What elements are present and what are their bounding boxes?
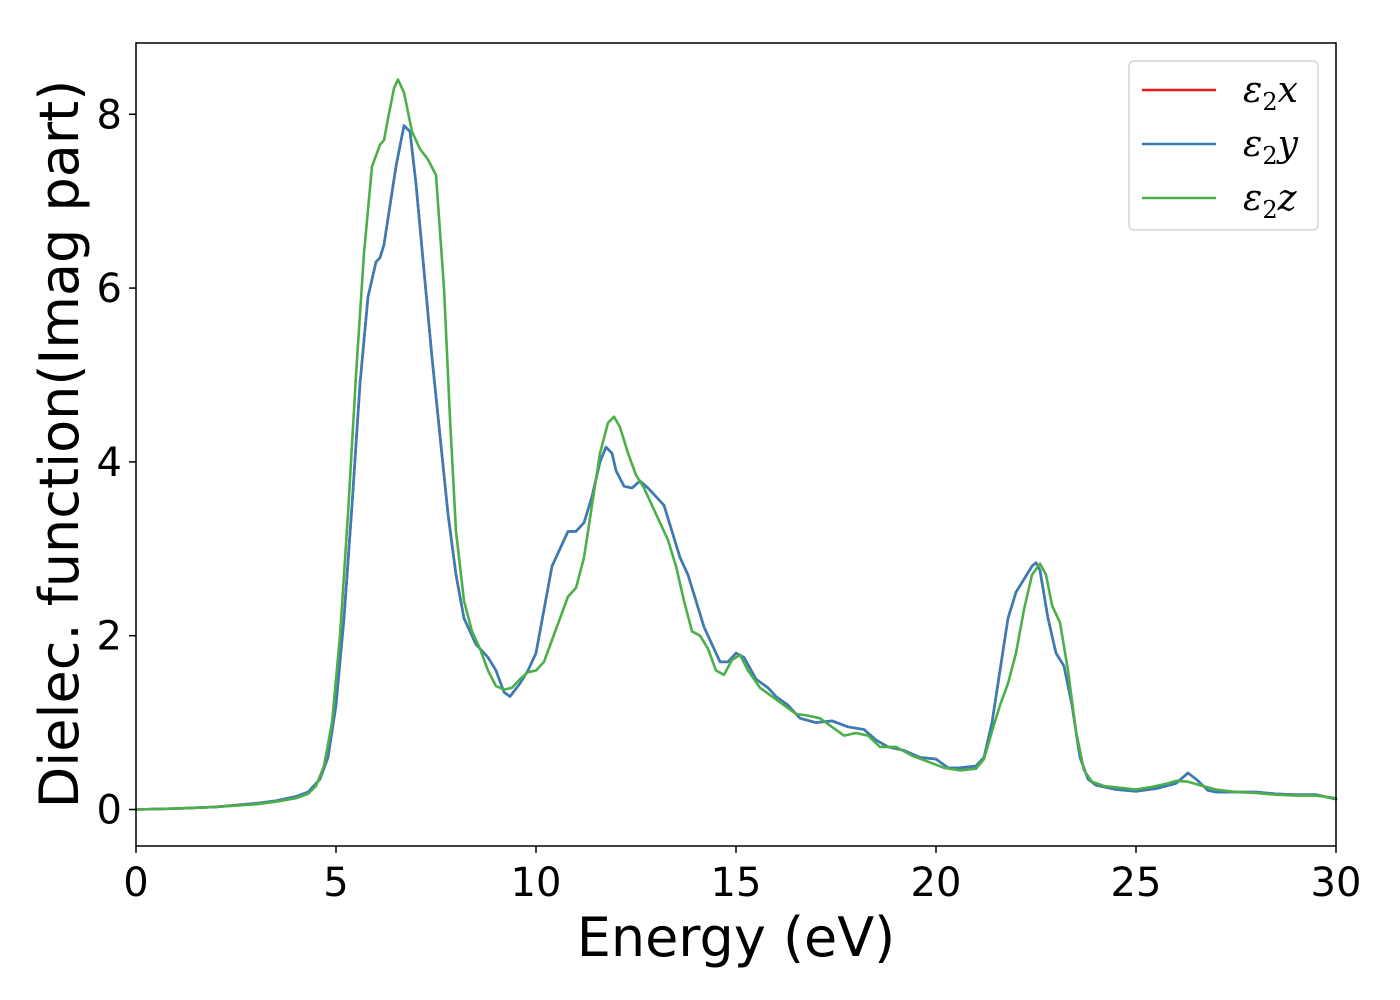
series-line-y bbox=[134, 124, 1338, 811]
legend-box bbox=[1128, 60, 1319, 231]
y-tick-label: 4 bbox=[97, 440, 122, 486]
x-tick-label: 25 bbox=[1111, 860, 1162, 906]
x-axis: 0 5 10 15 20 25 30 bbox=[123, 846, 1361, 906]
y-axis: 0 2 4 6 8 bbox=[97, 92, 136, 834]
x-tick-label: 30 bbox=[1311, 860, 1362, 906]
series-line-z bbox=[134, 78, 1338, 811]
x-tick-label: 5 bbox=[323, 860, 348, 906]
y-axis-title: Dielec. function(Imag part) bbox=[28, 80, 91, 809]
y-tick-label: 2 bbox=[97, 614, 122, 660]
x-axis-title: Energy (eV) bbox=[577, 906, 896, 969]
x-tick-label: 0 bbox=[123, 860, 148, 906]
legend-label-z: ε2z bbox=[1243, 178, 1298, 224]
x-tick-label: 20 bbox=[911, 860, 962, 906]
legend-label-y: ε2y bbox=[1243, 124, 1299, 170]
legend-label-x: ε2x bbox=[1243, 70, 1298, 116]
legend: ε2x ε2y ε2z bbox=[1128, 60, 1319, 231]
y-tick-label: 8 bbox=[97, 92, 122, 138]
series-lines bbox=[134, 78, 1338, 811]
x-tick-label: 10 bbox=[511, 860, 562, 906]
y-tick-label: 6 bbox=[97, 266, 122, 312]
y-tick-label: 0 bbox=[97, 788, 122, 834]
x-tick-label: 15 bbox=[711, 860, 762, 906]
